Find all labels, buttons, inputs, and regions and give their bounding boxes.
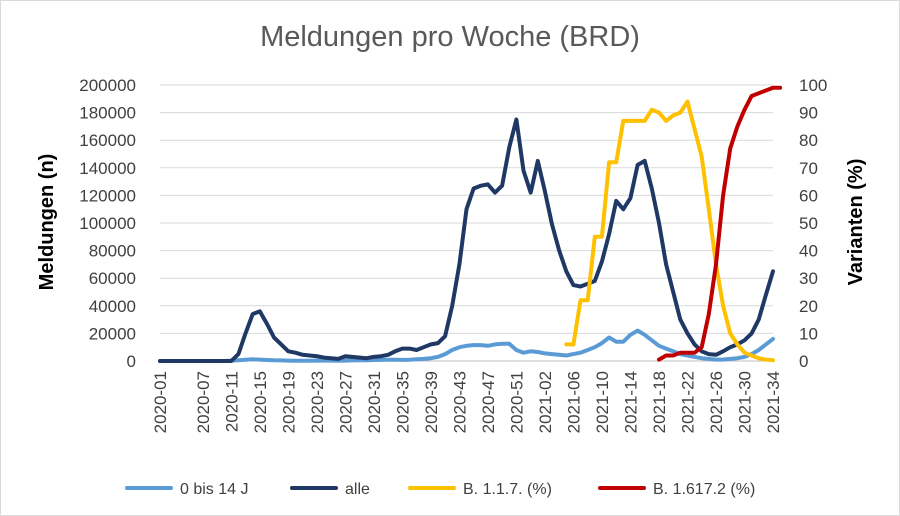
y-tick-label: 180000 — [79, 104, 136, 123]
y2-tick-label: 40 — [799, 242, 818, 261]
x-tick-label: 2021-02 — [536, 371, 555, 433]
x-tick-label: 2020-01 — [151, 371, 170, 433]
right-axis-label: Varianten (%) — [845, 159, 867, 286]
legend-label: 0 bis 14 J — [180, 481, 248, 498]
x-tick-label: 2020-47 — [479, 371, 498, 433]
x-tick-label: 2021-06 — [564, 371, 583, 433]
right-axis-ticks: 0 10 20 30 40 50 60 70 80 90 100 — [799, 76, 827, 371]
x-tick-label: 2021-10 — [593, 371, 612, 433]
left-axis-label: Meldungen (n) — [36, 154, 58, 291]
series-lines — [158, 85, 783, 363]
chart-title: Meldungen pro Woche (BRD) — [260, 21, 640, 53]
y-tick-label: 100000 — [79, 214, 136, 233]
y2-tick-label: 10 — [799, 324, 818, 343]
x-tick-label: 2021-22 — [678, 371, 697, 433]
y2-tick-label: 50 — [799, 214, 818, 233]
legend-label: alle — [345, 481, 370, 498]
y-tick-label: 200000 — [79, 76, 136, 95]
x-tick-label: 2020-19 — [279, 371, 298, 433]
x-tick-label: 2020-11 — [222, 371, 241, 432]
y2-tick-label: 0 — [799, 352, 808, 371]
x-tick-label: 2020-35 — [393, 371, 412, 433]
series-line — [564, 99, 775, 363]
x-tick-label: 2020-07 — [194, 371, 213, 433]
x-tick-label: 2020-15 — [251, 371, 270, 433]
y-tick-label: 160000 — [79, 131, 136, 150]
series-line — [657, 85, 783, 362]
y-tick-label: 140000 — [79, 159, 136, 178]
x-tick-label: 2020-31 — [365, 371, 384, 433]
left-axis-ticks: 0 20000 40000 60000 80000 100000 120000 140000 1… — [79, 76, 136, 371]
x-axis-ticks: 2020-01 2020-07 2020-11 2020-15 2020-19 2020-… — [151, 371, 783, 433]
series-line — [158, 117, 775, 363]
y2-tick-label: 100 — [799, 76, 827, 95]
y-tick-label: 0 — [127, 352, 136, 371]
x-tick-label: 2021-30 — [735, 371, 754, 433]
legend-label: B. 1.617.2 (%) — [653, 481, 755, 498]
y2-tick-label: 20 — [799, 297, 818, 316]
x-tick-label: 2021-34 — [764, 371, 783, 433]
x-tick-label: 2020-23 — [308, 371, 327, 433]
y2-tick-label: 90 — [799, 104, 818, 123]
x-tick-label: 2020-27 — [336, 371, 355, 433]
series-line — [158, 328, 775, 363]
x-tick-label: 2021-18 — [650, 371, 669, 433]
y-tick-label: 40000 — [89, 297, 136, 316]
x-tick-label: 2020-43 — [450, 371, 469, 433]
y2-tick-label: 30 — [799, 269, 818, 288]
y2-tick-label: 60 — [799, 186, 818, 205]
y-tick-label: 20000 — [89, 324, 136, 343]
x-tick-label: 2020-39 — [422, 371, 441, 433]
y2-tick-label: 80 — [799, 131, 818, 150]
y-tick-label: 120000 — [79, 186, 136, 205]
x-tick-label: 2021-26 — [707, 371, 726, 433]
y2-tick-label: 70 — [799, 159, 818, 178]
legend-label: B. 1.1.7. (%) — [463, 481, 552, 498]
x-tick-label: 2020-51 — [507, 371, 526, 433]
gridlines — [160, 84, 773, 334]
legend: 0 bis 14 J alle B. 1.1.7. (%) B. 1.617.2 (%… — [125, 481, 755, 498]
y-tick-label: 80000 — [89, 242, 136, 261]
y-tick-label: 60000 — [89, 269, 136, 288]
x-tick-label: 2021-14 — [621, 371, 640, 433]
